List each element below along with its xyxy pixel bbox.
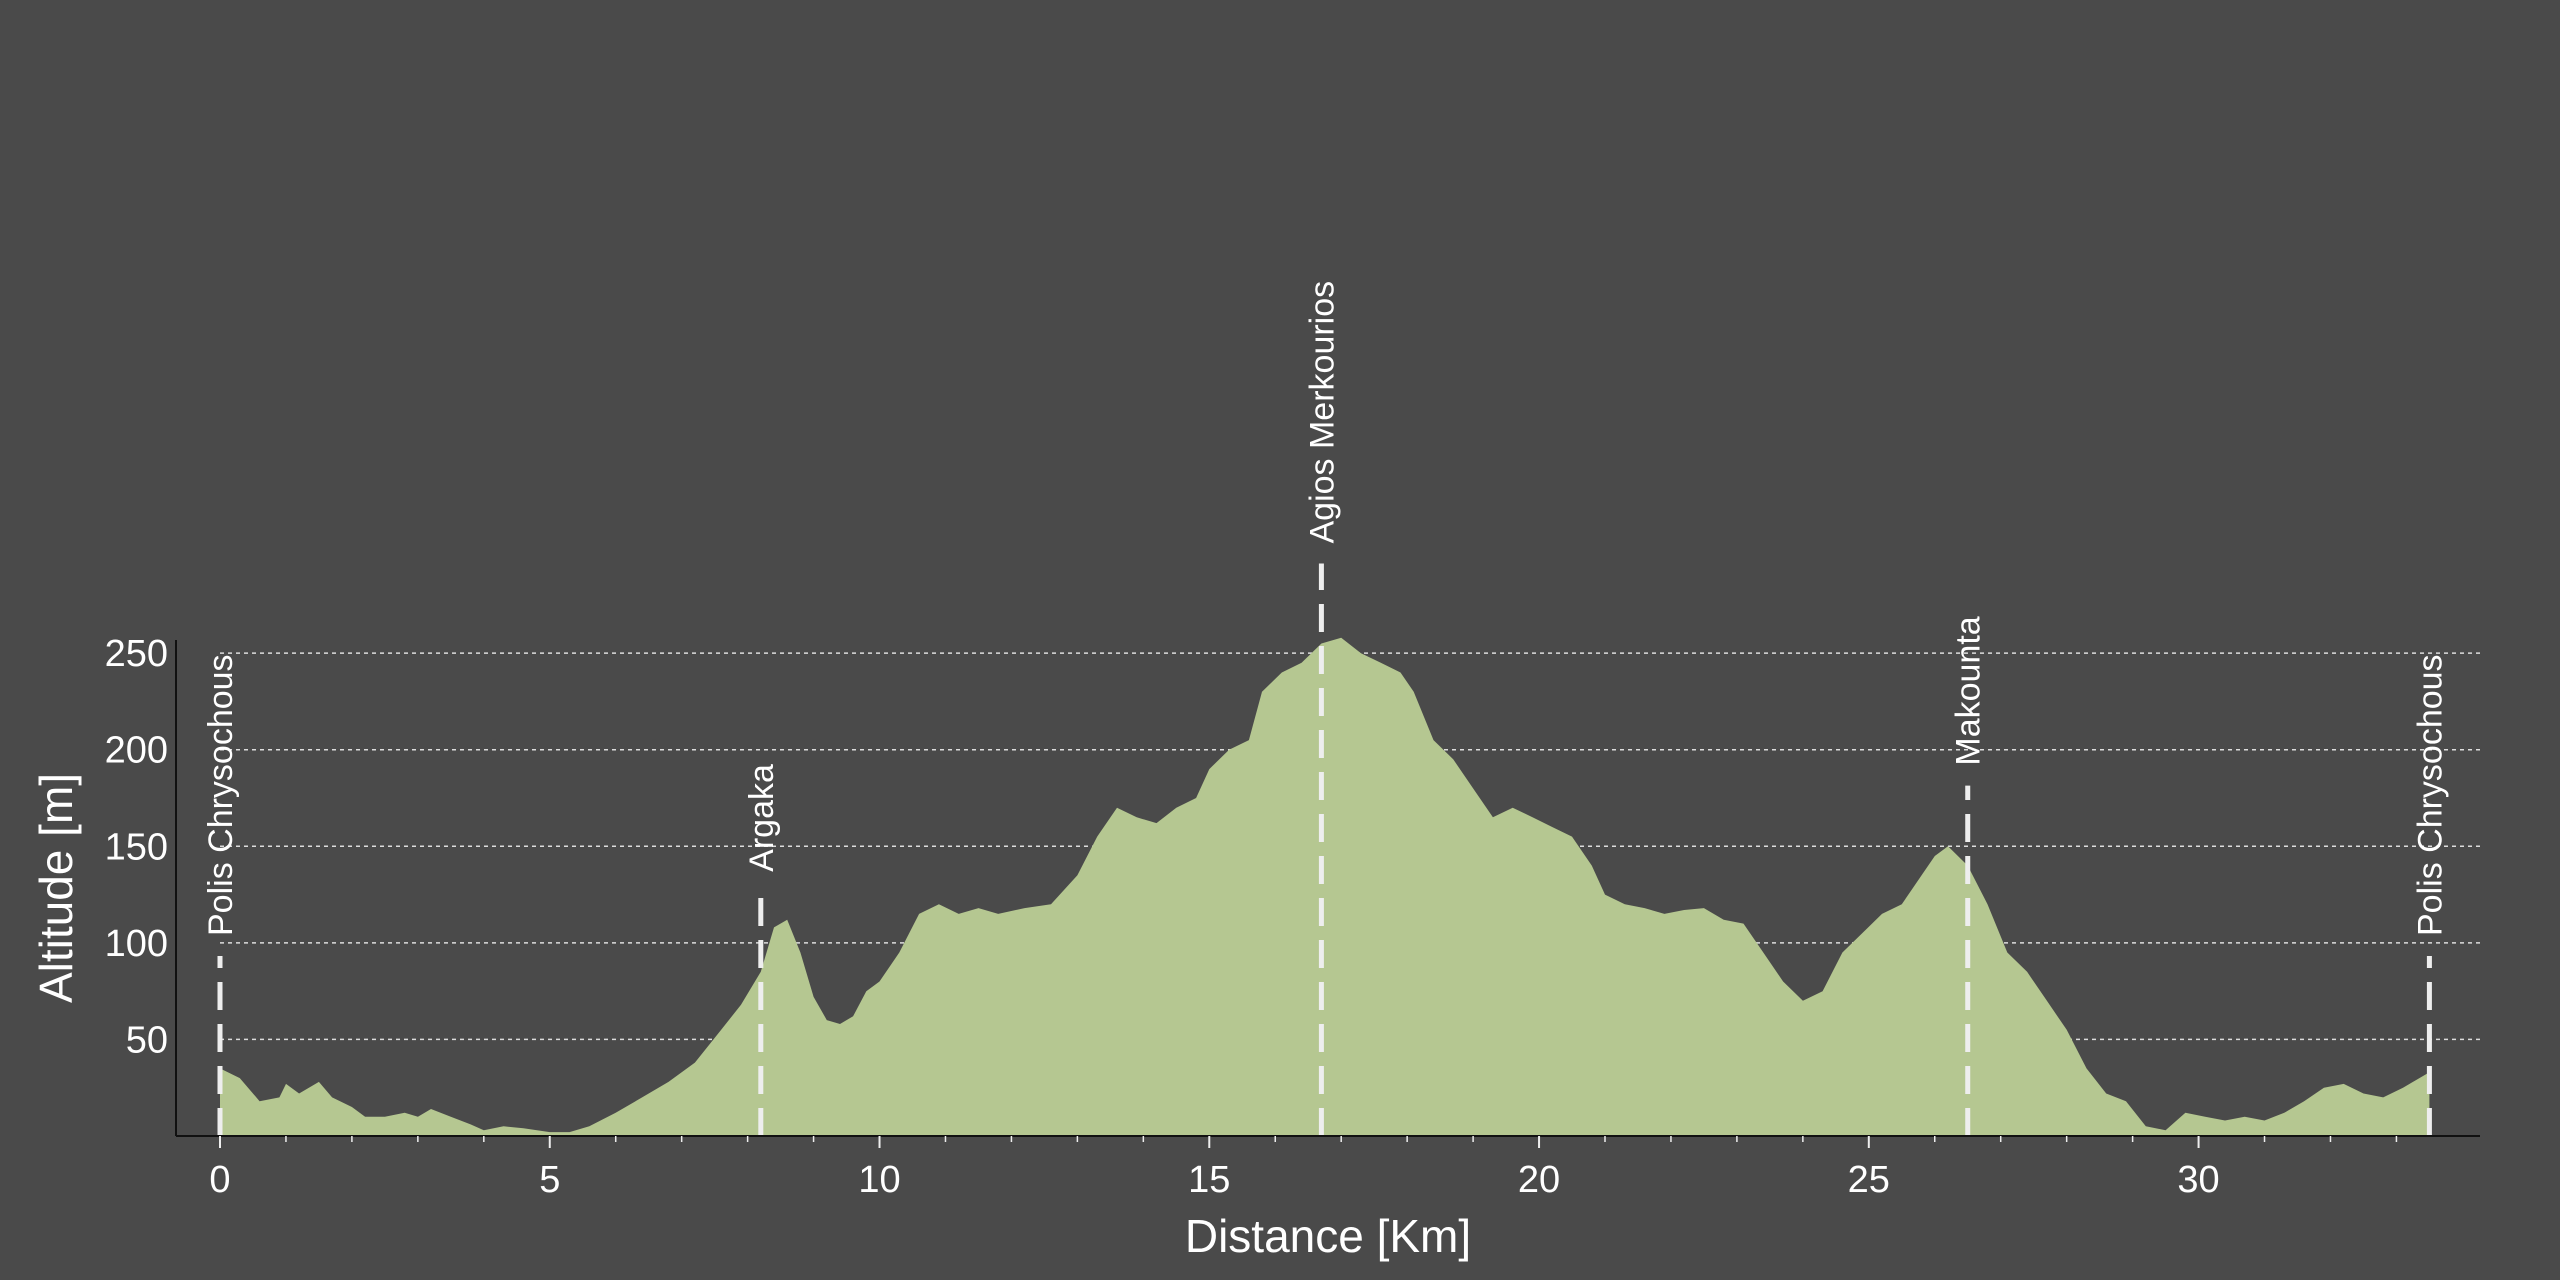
waypoint-markers: Polis Chrysochous Argaka Agios Merkourios M… bbox=[202, 281, 2449, 1136]
y-tick-label: 100 bbox=[105, 923, 168, 965]
y-tick-label: 250 bbox=[105, 633, 168, 675]
x-tick-label: 0 bbox=[209, 1159, 230, 1201]
elevation-area bbox=[220, 637, 2430, 1136]
y-tick-label: 50 bbox=[126, 1019, 168, 1061]
y-axis-title: Altitude [m] bbox=[30, 773, 82, 1003]
y-tick-label: 150 bbox=[105, 826, 168, 868]
marker-label: Polis Chrysochous bbox=[202, 654, 240, 936]
marker-label: Agios Merkourios bbox=[1303, 281, 1341, 544]
x-axis-title: Distance [Km] bbox=[1185, 1210, 1471, 1262]
x-tick-label: 10 bbox=[858, 1159, 900, 1201]
x-tick-label: 15 bbox=[1188, 1159, 1230, 1201]
x-tick-label: 5 bbox=[539, 1159, 560, 1201]
y-tick-label: 200 bbox=[105, 730, 168, 772]
marker-label: Polis Chrysochous bbox=[2411, 654, 2449, 936]
x-tick-label: 30 bbox=[2177, 1159, 2219, 1201]
axes: 50 100 150 200 250 0 5 10 15 20 25 30 bbox=[105, 633, 2480, 1201]
x-tick-label: 25 bbox=[1848, 1159, 1890, 1201]
marker-label: Argaka bbox=[743, 764, 781, 872]
x-tick-label: 20 bbox=[1518, 1159, 1560, 1201]
marker-label: Makounta bbox=[1950, 616, 1988, 765]
